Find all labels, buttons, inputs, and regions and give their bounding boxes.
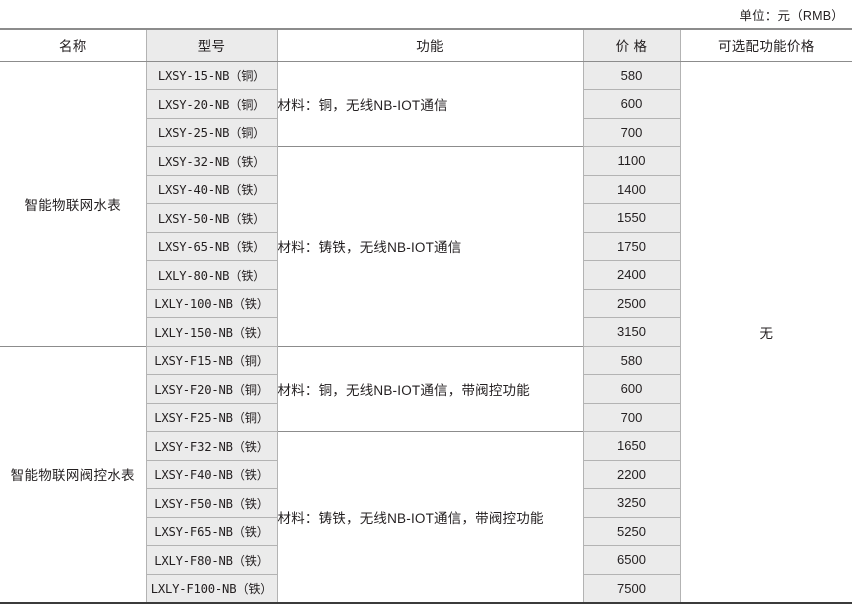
model-cell: LXLY-100-NB（铁） <box>145 289 278 318</box>
table-row: LXSY-20-NB（铜） 600 <box>0 89 852 119</box>
table-row: LXLY-80-NB（铁） 2400 <box>0 260 852 290</box>
price-cell: 600 <box>582 374 681 404</box>
model-cell: LXLY-F80-NB（铁） <box>145 545 278 575</box>
column-header-1: 型号 <box>145 28 278 62</box>
table-row: LXSY-32-NB（铁） 材料：铸铁，无线NB-IOT通信 1100 <box>0 146 852 346</box>
table-row: LXSY-50-NB（铁） 1550 <box>0 203 852 233</box>
table-row: LXSY-F40-NB（铁） 2200 <box>0 460 852 489</box>
model-cell: LXSY-F40-NB（铁） <box>145 460 278 489</box>
table-body: 智能物联网水表 LXSY-15-NB（铜） 材料：铜，无线NB-IOT通信 580 无 L… <box>0 61 852 604</box>
table-header: 名称 型号 功能价 格可选配功能价格 <box>0 28 852 62</box>
model-cell: LXSY-40-NB（铁） <box>145 175 278 204</box>
table-row: LXSY-40-NB（铁） 1400 <box>0 175 852 204</box>
price-cell: 580 <box>582 61 681 90</box>
price-cell: 7500 <box>582 574 681 604</box>
column-header-4: 可选配功能价格 <box>680 28 852 62</box>
price-cell: 2200 <box>582 460 681 489</box>
price-cell: 3150 <box>582 317 681 347</box>
column-header-3: 价 格 <box>582 28 681 62</box>
model-cell: LXLY-150-NB（铁） <box>145 317 278 347</box>
price-cell: 5250 <box>582 517 681 546</box>
model-cell: LXSY-20-NB（铜） <box>145 89 278 119</box>
product-name-cell: 智能物联网水表 <box>24 197 122 213</box>
model-cell: LXSY-F32-NB（铁） <box>145 431 278 461</box>
model-cell: LXSY-F25-NB（铜） <box>145 403 278 432</box>
price-cell: 1400 <box>582 175 681 204</box>
price-cell: 1550 <box>582 203 681 233</box>
model-cell: LXLY-80-NB（铁） <box>145 260 278 290</box>
table-row: LXSY-25-NB（铜） 700 <box>0 118 852 147</box>
table-row: LXSY-F65-NB（铁） 5250 <box>0 517 852 546</box>
model-cell: LXSY-F65-NB（铁） <box>145 517 278 546</box>
unit-note: 单位：元（RMB） <box>0 0 852 28</box>
table-row: LXSY-F50-NB（铁） 3250 <box>0 488 852 518</box>
price-cell: 3250 <box>582 488 681 518</box>
table-row: 智能物联网水表 LXSY-15-NB（铜） 材料：铜，无线NB-IOT通信 580 无 <box>0 61 852 604</box>
price-cell: 2400 <box>582 260 681 290</box>
product-price-table: 名称 型号 功能价 格可选配功能价格 智能物联网水表 LXSY-15-NB（铜） 材料：… <box>0 28 852 604</box>
table-row: LXLY-100-NB（铁） 2500 <box>0 289 852 318</box>
price-cell: 6500 <box>582 545 681 575</box>
unit-note-text: 单位：元（RMB） <box>739 8 844 23</box>
table-row: LXLY-F80-NB（铁） 6500 <box>0 545 852 575</box>
column-header-0: 名称 <box>0 28 146 62</box>
optional-function-price-cell: 无 <box>680 61 852 604</box>
function-cell: 材料：铜，无线NB-IOT通信，带阀控功能 <box>277 345 583 432</box>
table-row: LXSY-F32-NB（铁） 材料：铸铁，无线NB-IOT通信，带阀控功能 1650 <box>0 431 852 604</box>
price-cell: 580 <box>582 345 681 375</box>
model-cell: LXSY-50-NB（铁） <box>145 203 278 233</box>
model-cell: LXSY-32-NB（铁） <box>145 146 278 176</box>
table-row: LXLY-F100-NB（铁） 7500 <box>0 574 852 604</box>
price-cell: 700 <box>582 403 681 432</box>
table-row: LXSY-65-NB（铁） 1750 <box>0 232 852 261</box>
function-cell: 材料：铜，无线NB-IOT通信 <box>277 97 448 113</box>
model-cell: LXSY-F20-NB（铜） <box>145 374 278 404</box>
function-cell: 材料：铸铁，无线NB-IOT通信，带阀控功能 <box>277 431 583 604</box>
table-header-row: 名称 型号 功能价 格可选配功能价格 <box>0 28 852 62</box>
table-row: LXSY-F25-NB（铜） 700 <box>0 403 852 432</box>
table-row: LXSY-F20-NB（铜） 600 <box>0 374 852 404</box>
price-cell: 700 <box>582 118 681 147</box>
price-cell: 2500 <box>582 289 681 318</box>
model-cell: LXSY-F50-NB（铁） <box>145 488 278 518</box>
price-cell: 1650 <box>582 431 681 461</box>
function-cell: 材料：铸铁，无线NB-IOT通信 <box>277 146 583 346</box>
product-name-cell: 智能物联网阀控水表 <box>0 345 146 604</box>
price-cell: 1750 <box>582 232 681 261</box>
price-cell: 1100 <box>582 146 681 176</box>
table-row: 智能物联网阀控水表 LXSY-F15-NB（铜） 材料：铜，无线NB-IOT通信，带… <box>0 345 852 604</box>
column-header-2: 功能 <box>277 28 583 62</box>
model-cell: LXSY-25-NB（铜） <box>145 118 278 147</box>
model-cell: LXLY-F100-NB（铁） <box>145 574 278 604</box>
model-cell: LXSY-15-NB（铜） <box>145 61 278 90</box>
model-cell: LXSY-65-NB（铁） <box>145 232 278 261</box>
model-cell: LXSY-F15-NB（铜） <box>145 345 278 375</box>
price-cell: 600 <box>582 89 681 119</box>
